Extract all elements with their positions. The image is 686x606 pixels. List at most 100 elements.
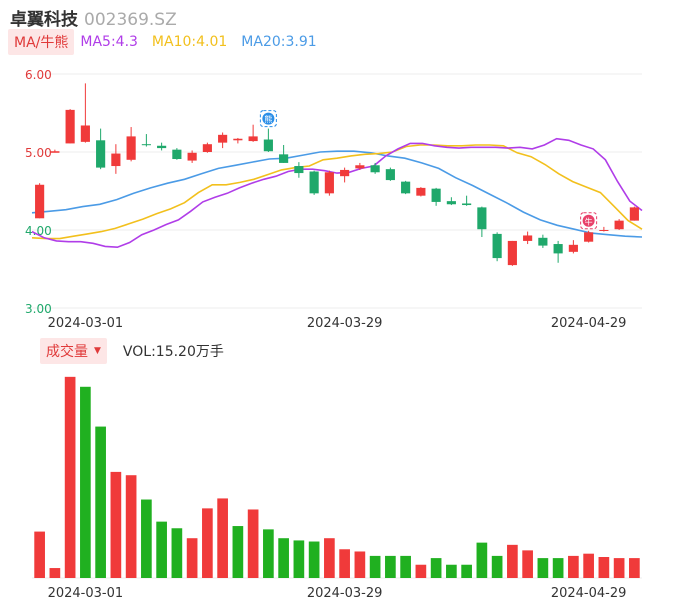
y-tick-label: 5.00 [25, 146, 52, 160]
ma-indicator-button[interactable]: MA/牛熊 [8, 29, 75, 55]
volume-bar [247, 509, 259, 578]
volume-indicator-button[interactable]: 成交量 ▼ [40, 338, 107, 364]
volume-bar [354, 551, 366, 578]
volume-bar [369, 555, 381, 578]
volume-value: VOL:15.20万手 [122, 344, 224, 360]
x-tick-label: 2024-03-01 [48, 586, 124, 601]
candle-body [416, 187, 426, 196]
y-tick-label: 3.00 [25, 302, 52, 316]
volume-bar [537, 558, 549, 578]
candle-body [218, 134, 228, 143]
y-tick-label: 6.00 [25, 68, 52, 82]
volume-bar [430, 558, 442, 578]
ma10-line [31, 144, 643, 240]
candle-body [202, 144, 212, 152]
candle-body [294, 166, 304, 174]
volume-bar [49, 568, 61, 578]
candle-body [126, 136, 136, 160]
candle-body [507, 240, 517, 266]
volume-bar [385, 555, 396, 578]
volume-bar [34, 531, 45, 578]
volume-bar [186, 538, 198, 578]
volume-bar [568, 555, 579, 578]
candle-body [279, 154, 289, 163]
volume-bar [156, 521, 167, 578]
caret-down-icon: ▼ [94, 346, 101, 356]
stock-name: 卓翼科技 [10, 10, 78, 30]
candle-body [80, 125, 90, 142]
x-tick-label: 2024-04-29 [551, 586, 627, 601]
volume-bar [507, 544, 518, 578]
candle-body [584, 232, 594, 242]
candle-body [248, 136, 258, 142]
candle-body [157, 145, 167, 149]
candle-body [492, 233, 502, 259]
volume-bar [583, 553, 594, 578]
volume-bar [278, 538, 289, 578]
x-tick-label: 2024-03-29 [307, 586, 383, 601]
candle-body [370, 165, 380, 173]
volume-indicator-label: 成交量 [46, 344, 88, 360]
bull-marker-icon-label: 牛 [585, 216, 593, 226]
candle-body [263, 139, 273, 152]
candle-body [538, 237, 548, 246]
bear-marker-icon-label: 熊 [264, 114, 272, 124]
volume-bar [613, 558, 625, 578]
volume-bar [202, 508, 213, 578]
candle-body [172, 149, 182, 160]
candle-body [401, 181, 411, 194]
ma20-value: MA20:3.91 [241, 34, 317, 50]
stock-title: 卓翼科技 002369.SZ [10, 5, 177, 30]
x-tick-label: 2024-03-01 [48, 316, 124, 331]
candle-body [141, 144, 151, 146]
volume-bar [64, 376, 76, 578]
volume-bar [125, 475, 137, 578]
ma10-value: MA10:4.01 [151, 34, 228, 50]
candle-body [324, 172, 334, 194]
volume-bar [217, 498, 228, 578]
candle-body [233, 138, 243, 141]
volume-bar [171, 528, 183, 578]
candle-body [355, 165, 365, 169]
volume-bar [446, 564, 457, 578]
volume-bar [552, 558, 564, 578]
stock-code: 002369.SZ [84, 10, 177, 30]
candle-body [599, 230, 609, 231]
candle-body [340, 169, 350, 177]
volume-bar [598, 557, 610, 578]
volume-bar [400, 555, 411, 578]
volume-bar [80, 386, 91, 578]
candle-body [96, 140, 106, 168]
volume-bar [339, 549, 350, 578]
volume-bar [629, 558, 640, 578]
candle-body [462, 203, 472, 206]
volume-bar [476, 542, 488, 578]
volume-bar [461, 564, 472, 578]
volume-bar [293, 540, 305, 578]
ma5-line [31, 137, 643, 249]
ma5-value: MA5:4.3 [80, 34, 138, 50]
volume-bar [324, 538, 335, 578]
volume-bar [110, 471, 122, 578]
x-tick-label: 2024-03-29 [307, 316, 383, 331]
bear-marker-icon [262, 112, 275, 125]
candle-body [553, 244, 563, 254]
candle-body [523, 235, 533, 241]
y-tick-label: 4.00 [25, 224, 52, 238]
bull-marker-icon [582, 214, 595, 227]
candle-body [431, 188, 441, 202]
bull-marker-icon-frame [580, 212, 598, 230]
volume-legend: 成交量 ▼ VOL:15.20万手 [40, 338, 224, 364]
ma-legend: MA/牛熊 MA5:4.3 MA10:4.01 MA20:3.91 [8, 29, 331, 55]
candle-body [50, 151, 60, 153]
candle-body [614, 220, 624, 230]
volume-bar [232, 526, 244, 578]
volume-bar [141, 499, 152, 578]
candle-body [568, 244, 578, 252]
candle-body [35, 184, 45, 219]
candle-body [477, 207, 487, 230]
candle-body [385, 169, 395, 181]
candle-body [629, 207, 639, 221]
volume-bar [415, 564, 427, 578]
